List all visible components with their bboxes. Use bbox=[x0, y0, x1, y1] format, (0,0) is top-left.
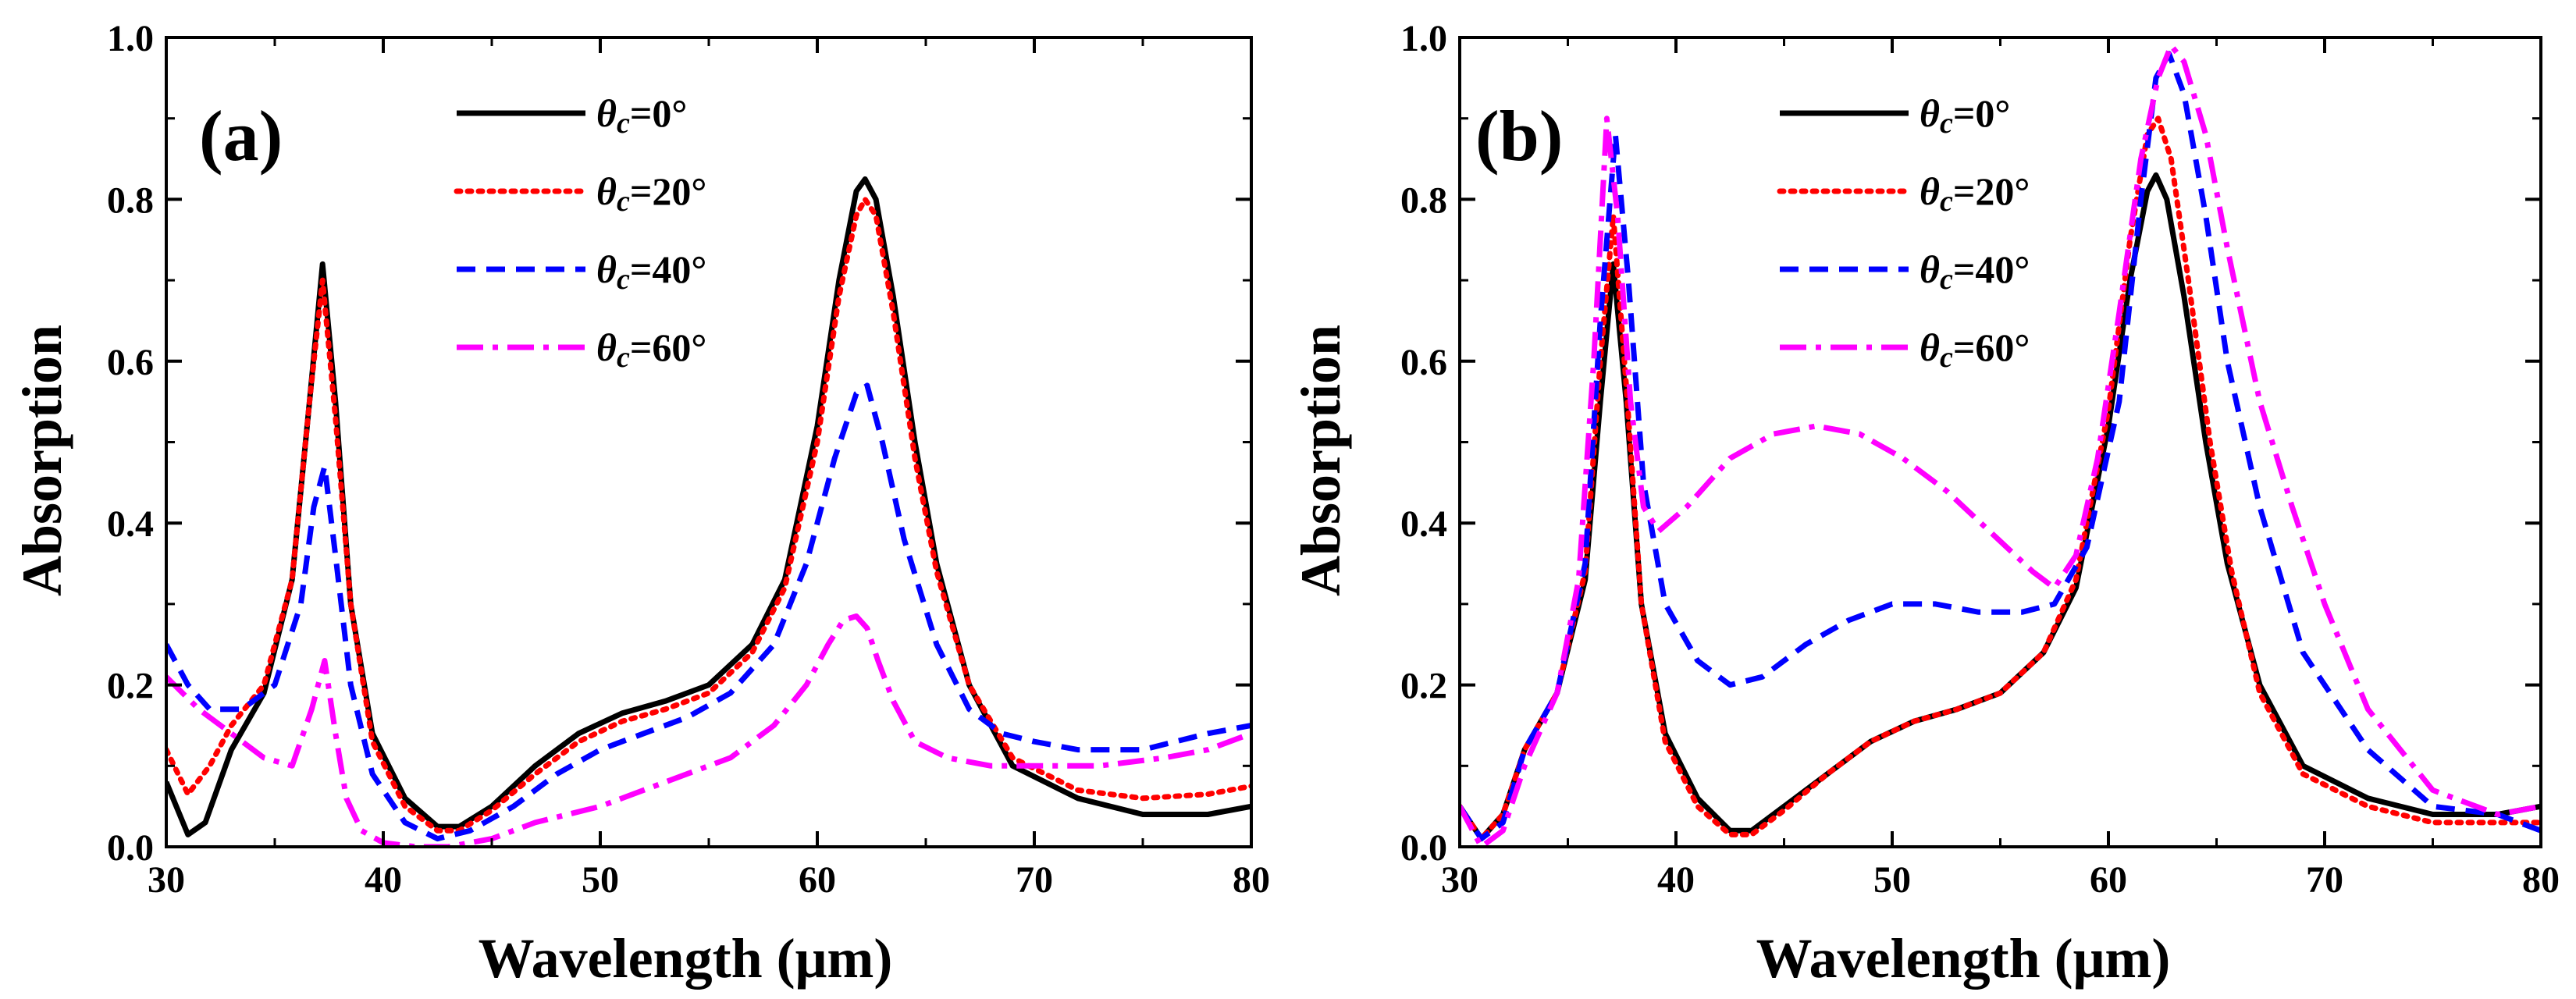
panel-b-legend-theta-1: θ bbox=[1920, 169, 1940, 213]
panel-a-legend-theta-3: θ bbox=[596, 325, 617, 369]
panel-a-x-tick-label-3: 60 bbox=[799, 859, 836, 901]
panel-b-x-axis-title: Wavelength (μm) bbox=[1756, 927, 2171, 990]
panel-b-y-tick-label-4: 0.8 bbox=[1400, 180, 1447, 221]
panel-a-y-tick-label-5: 1.0 bbox=[107, 18, 154, 59]
panel-b-legend: θc=0°θc=20°θc=40°θc=60° bbox=[1777, 91, 2030, 374]
panel-a-legend-label-2: θc=40° bbox=[596, 247, 706, 296]
panel-b-x-tick-label-3: 60 bbox=[2090, 859, 2127, 901]
panel-b-series-line-2 bbox=[1460, 51, 2541, 842]
panel-a-x-tick-label-5: 80 bbox=[1233, 859, 1270, 901]
panel-a-legend-value-2: =40° bbox=[630, 247, 707, 291]
panel-b-legend-sub-1: c bbox=[1940, 185, 1953, 218]
panel-a-series-group bbox=[166, 176, 1251, 847]
panel-a-y-tick-label-0: 0.0 bbox=[107, 827, 154, 869]
panel-a-legend-sub-2: c bbox=[617, 263, 630, 296]
panel-b-x-tick-label-2: 50 bbox=[1873, 859, 1911, 901]
panel-b-x-tick-label-0: 30 bbox=[1441, 859, 1478, 901]
panel-a-y-tick-label-3: 0.6 bbox=[107, 342, 154, 383]
panel-a-x-tick-label-0: 30 bbox=[148, 859, 185, 901]
panel-a-series-line-1 bbox=[166, 196, 1251, 834]
panel-b-series-line-3 bbox=[1460, 42, 2541, 847]
panel-b-y-axis-title: Absorption bbox=[1290, 325, 1352, 596]
panel-b-y-tick-label-3: 0.6 bbox=[1400, 342, 1447, 383]
panel-a-x-tick-label-4: 70 bbox=[1016, 859, 1053, 901]
panel-b: (b) Wavelength (μm) Absorption 30 40 50 60 7… bbox=[1290, 18, 2560, 990]
panel-a-legend: θc=0°θc=20°θc=40°θc=60° bbox=[454, 91, 706, 374]
panel-b-y-tick-label-2: 0.4 bbox=[1400, 503, 1447, 545]
panel-a-legend-value-1: =20° bbox=[630, 169, 707, 213]
panel-a-legend-sub-1: c bbox=[617, 185, 630, 218]
panel-a-plot-frame bbox=[165, 36, 1253, 848]
panel-a-series-line-2 bbox=[166, 382, 1251, 842]
panel-b-legend-theta-0: θ bbox=[1920, 91, 1940, 135]
panel-b-legend-value-0: =0° bbox=[1953, 91, 2011, 135]
panel-b-y-tick-label-1: 0.2 bbox=[1400, 666, 1447, 707]
panel-a-y-axis-title: Absorption bbox=[11, 325, 73, 596]
panel-a: (a) Wavelength (μm) Absorption 30 40 50 60 7… bbox=[11, 18, 1270, 990]
panel-b-legend-value-3: =60° bbox=[1953, 325, 2030, 369]
panel-b-legend-label-2: θc=40° bbox=[1920, 247, 2030, 296]
panel-a-legend-value-3: =60° bbox=[630, 325, 707, 369]
panel-b-x-tick-label-4: 70 bbox=[2306, 859, 2343, 901]
panel-a-legend-label-1: θc=20° bbox=[596, 169, 706, 218]
panel-a-x-axis-title: Wavelength (μm) bbox=[479, 927, 893, 990]
panel-b-legend-theta-3: θ bbox=[1920, 325, 1940, 369]
panel-a-label: (a) bbox=[199, 96, 283, 176]
panel-a-series-line-3 bbox=[166, 613, 1251, 847]
panel-b-legend-theta-2: θ bbox=[1920, 247, 1940, 291]
panel-a-y-tick-label-4: 0.8 bbox=[107, 180, 154, 221]
panel-a-legend-sub-3: c bbox=[617, 341, 630, 374]
panel-a-legend-theta-1: θ bbox=[596, 169, 617, 213]
panel-b-y-tick-label-5: 1.0 bbox=[1400, 18, 1447, 59]
panel-b-legend-sub-2: c bbox=[1940, 263, 1953, 296]
panel-b-legend-label-0: θc=0° bbox=[1920, 91, 2010, 140]
panel-a-legend-theta-2: θ bbox=[596, 247, 617, 291]
panel-b-legend-sub-3: c bbox=[1940, 341, 1953, 374]
panel-a-x-tick-label-2: 50 bbox=[582, 859, 619, 901]
panel-b-x-tick-label-1: 40 bbox=[1657, 859, 1695, 901]
panel-b-legend-value-1: =20° bbox=[1953, 169, 2030, 213]
panel-b-series-group bbox=[1460, 42, 2541, 847]
panel-b-legend-value-2: =40° bbox=[1953, 247, 2030, 291]
panel-b-legend-label-1: θc=20° bbox=[1920, 169, 2030, 218]
panel-b-x-tick-label-5: 80 bbox=[2522, 859, 2560, 901]
panel-b-legend-sub-0: c bbox=[1940, 107, 1953, 140]
panel-b-legend-label-3: θc=60° bbox=[1920, 325, 2030, 374]
panel-b-y-tick-label-0: 0.0 bbox=[1400, 827, 1447, 869]
panel-a-legend-label-0: θc=0° bbox=[596, 91, 687, 140]
panel-a-legend-value-0: =0° bbox=[630, 91, 688, 135]
panel-a-y-tick-label-2: 0.4 bbox=[107, 503, 154, 545]
panel-b-label: (b) bbox=[1475, 96, 1563, 176]
panel-a-legend-theta-0: θ bbox=[596, 91, 617, 135]
panel-a-legend-label-3: θc=60° bbox=[596, 325, 706, 374]
panel-a-y-tick-label-1: 0.2 bbox=[107, 666, 154, 707]
panel-a-legend-sub-0: c bbox=[617, 107, 630, 140]
panel-a-x-tick-label-1: 40 bbox=[365, 859, 402, 901]
